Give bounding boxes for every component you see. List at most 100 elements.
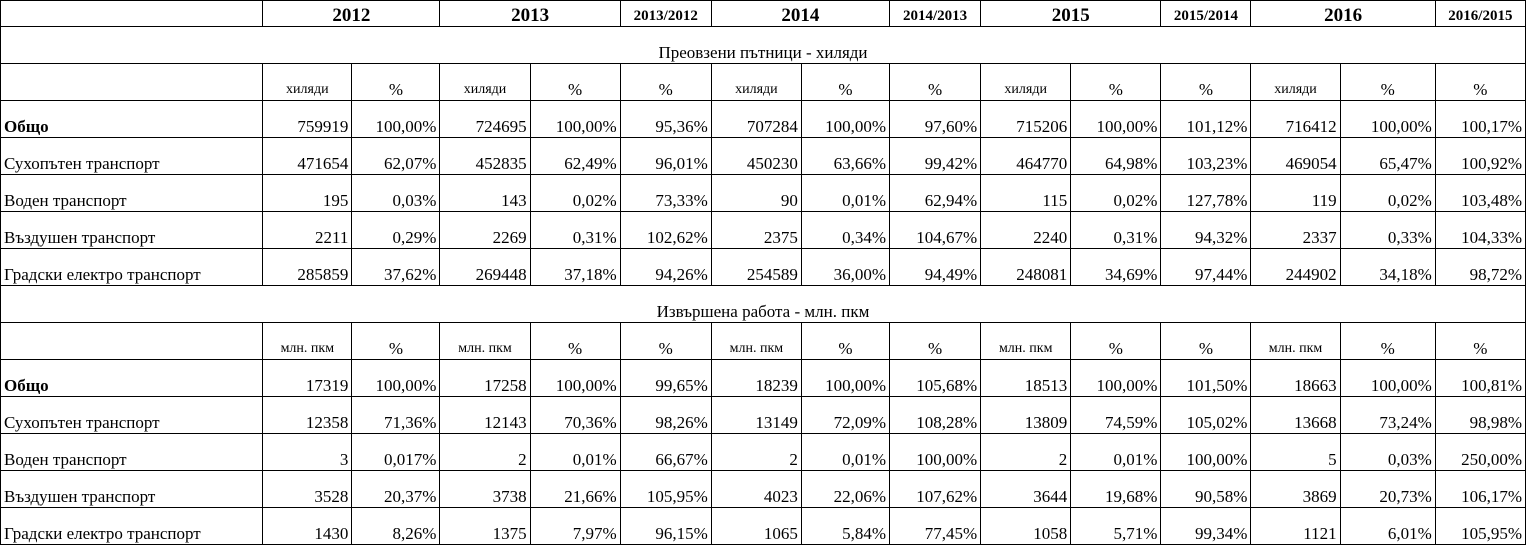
data-cell: 13149 bbox=[710, 396, 802, 434]
data-cell: 20,73% bbox=[1339, 470, 1436, 508]
data-cell: 0,33% bbox=[1339, 211, 1436, 249]
data-cell: 74,59% bbox=[1070, 396, 1162, 434]
row-label: Сухопътен транспорт bbox=[0, 396, 264, 434]
data-cell: 97,44% bbox=[1160, 248, 1252, 286]
section-title: Извършена работа - млн. пкм bbox=[0, 285, 1526, 323]
data-cell: 105,95% bbox=[1434, 507, 1527, 545]
data-cell: 20,37% bbox=[351, 470, 441, 508]
data-cell: 100,00% bbox=[889, 433, 982, 471]
data-cell: 100,17% bbox=[1434, 100, 1527, 138]
data-cell: 0,31% bbox=[1070, 211, 1162, 249]
units-row: хиляди% хиляди%% хиляди%% хиляди%% хиляди%% bbox=[0, 63, 1527, 101]
data-cell: 724695 bbox=[439, 100, 531, 138]
data-cell: 0,03% bbox=[351, 174, 441, 212]
unit-cell: % bbox=[529, 322, 621, 360]
data-cell: 2211 bbox=[262, 211, 353, 249]
data-cell: 2 bbox=[439, 433, 531, 471]
data-cell: 6,01% bbox=[1339, 507, 1436, 545]
unit-cell: % bbox=[1434, 63, 1527, 101]
table-row: Градски електро транспорт 1430 8,26% 1375 7,… bbox=[0, 507, 1527, 545]
data-cell: 98,72% bbox=[1434, 248, 1527, 286]
data-cell: 143 bbox=[439, 174, 531, 212]
data-cell: 66,67% bbox=[619, 433, 712, 471]
data-cell: 12358 bbox=[262, 396, 353, 434]
data-cell: 715206 bbox=[980, 100, 1072, 138]
data-cell: 103,23% bbox=[1160, 137, 1252, 175]
data-cell: 37,18% bbox=[529, 248, 621, 286]
table-row: Въздушен транспорт 2211 0,29% 2269 0,31% 102,… bbox=[0, 211, 1527, 249]
year-header-row: 2012 2013 2013/2012 2014 2014/2013 2015 2015/2… bbox=[0, 0, 1527, 27]
data-cell: 62,49% bbox=[529, 137, 621, 175]
data-cell: 12143 bbox=[439, 396, 531, 434]
data-cell: 101,12% bbox=[1160, 100, 1252, 138]
data-cell: 0,31% bbox=[529, 211, 621, 249]
data-cell: 34,69% bbox=[1070, 248, 1162, 286]
data-cell: 3869 bbox=[1250, 470, 1341, 508]
data-cell: 99,42% bbox=[889, 137, 982, 175]
data-cell: 100,00% bbox=[1070, 100, 1162, 138]
data-cell: 100,92% bbox=[1434, 137, 1527, 175]
data-cell: 90 bbox=[710, 174, 802, 212]
data-cell: 254589 bbox=[710, 248, 802, 286]
data-cell: 106,17% bbox=[1434, 470, 1527, 508]
table-row: Градски електро транспорт 285859 37,62% 269… bbox=[0, 248, 1527, 286]
unit-cell: млн. пкм bbox=[439, 322, 531, 360]
ratio-header-cell: 2013/2012 bbox=[619, 0, 712, 27]
data-cell: 0,01% bbox=[529, 433, 621, 471]
data-cell: 464770 bbox=[980, 137, 1072, 175]
section-title-row: Преовзени пътници - хиляди bbox=[0, 26, 1526, 64]
unit-cell: % bbox=[889, 63, 982, 101]
data-cell: 469054 bbox=[1250, 137, 1341, 175]
unit-cell: % bbox=[351, 322, 441, 360]
data-cell: 77,45% bbox=[889, 507, 982, 545]
data-cell: 100,00% bbox=[529, 100, 621, 138]
data-cell: 5 bbox=[1250, 433, 1341, 471]
data-cell: 759919 bbox=[262, 100, 353, 138]
data-cell: 37,62% bbox=[351, 248, 441, 286]
data-cell: 195 bbox=[262, 174, 353, 212]
data-cell: 3 bbox=[262, 433, 353, 471]
unit-cell: млн. пкм bbox=[710, 322, 802, 360]
unit-cell: % bbox=[1339, 322, 1436, 360]
data-cell: 100,00% bbox=[1339, 100, 1436, 138]
unit-cell: % bbox=[351, 63, 441, 101]
data-cell: 1121 bbox=[1250, 507, 1341, 545]
unit-cell: % bbox=[1070, 322, 1162, 360]
unit-cell: % bbox=[619, 322, 712, 360]
data-cell: 1430 bbox=[262, 507, 353, 545]
units-row: млн. пкм% млн. пкм%% млн. пкм%% млн. пкм%% м… bbox=[0, 322, 1527, 360]
data-cell: 248081 bbox=[980, 248, 1072, 286]
data-cell: 0,02% bbox=[529, 174, 621, 212]
data-cell: 17319 bbox=[262, 359, 353, 397]
unit-cell: млн. пкм bbox=[980, 322, 1072, 360]
data-cell: 2375 bbox=[710, 211, 802, 249]
data-cell: 36,00% bbox=[800, 248, 891, 286]
row-label: Воден транспорт bbox=[0, 174, 264, 212]
data-cell: 105,95% bbox=[619, 470, 712, 508]
year-header-cell: 2015 bbox=[980, 0, 1162, 27]
data-cell: 105,02% bbox=[1160, 396, 1252, 434]
data-cell: 115 bbox=[980, 174, 1072, 212]
table-row: Сухопътен транспорт 12358 71,36% 12143 70,36… bbox=[0, 396, 1527, 434]
header-corner-cell bbox=[0, 0, 264, 27]
data-cell: 13809 bbox=[980, 396, 1072, 434]
year-header-cell: 2012 bbox=[262, 0, 441, 27]
year-header-cell: 2013 bbox=[439, 0, 621, 27]
row-label: Воден транспорт bbox=[0, 433, 264, 471]
table-row: Воден транспорт 195 0,03% 143 0,02% 73,33% 90 0… bbox=[0, 174, 1527, 212]
data-cell: 22,06% bbox=[800, 470, 891, 508]
data-cell: 62,07% bbox=[351, 137, 441, 175]
data-cell: 3644 bbox=[980, 470, 1072, 508]
unit-cell: % bbox=[619, 63, 712, 101]
row-label: Общо bbox=[0, 100, 264, 138]
data-cell: 100,00% bbox=[1070, 359, 1162, 397]
data-cell: 73,33% bbox=[619, 174, 712, 212]
data-cell: 0,03% bbox=[1339, 433, 1436, 471]
data-cell: 98,26% bbox=[619, 396, 712, 434]
data-cell: 2269 bbox=[439, 211, 531, 249]
table-row: Сухопътен транспорт 471654 62,07% 452835 62,… bbox=[0, 137, 1527, 175]
data-cell: 2337 bbox=[1250, 211, 1341, 249]
ratio-header-cell: 2016/2015 bbox=[1434, 0, 1527, 27]
data-cell: 100,00% bbox=[800, 100, 891, 138]
